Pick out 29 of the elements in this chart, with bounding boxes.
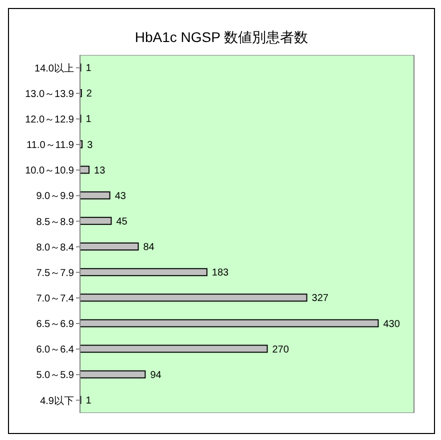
data-label: 327 (312, 293, 329, 304)
data-label: 1 (86, 395, 92, 406)
data-label: 43 (114, 190, 126, 202)
data-label: 94 (150, 370, 162, 381)
y-tick-label: 8.5～8.9 (36, 216, 74, 228)
data-label: 270 (272, 344, 290, 356)
y-tick-label: 10.0～10.9 (25, 166, 74, 177)
data-label: 1 (86, 114, 92, 126)
data-label: 183 (212, 268, 230, 279)
y-tick-label: 14.0以上 (34, 62, 74, 74)
data-label: 430 (383, 318, 400, 330)
data-label: 45 (116, 216, 128, 228)
data-label: 3 (87, 140, 94, 151)
y-tick-label: 8.0～8.4 (36, 242, 74, 254)
y-tick-label: 12.0～12.9 (25, 114, 74, 126)
y-tick-label: 11.0～11.9 (26, 140, 74, 152)
data-label: 1 (86, 63, 92, 74)
y-tick-label: 6.0～6.4 (36, 344, 74, 356)
chart-title: HbA1c NGSP 数値別患者数 (134, 29, 310, 47)
y-tick-label: 4.9以下 (40, 394, 74, 407)
y-tick-label: 7.5～7.9 (36, 268, 74, 279)
data-label: 2 (86, 88, 92, 100)
data-label: 13 (94, 165, 106, 176)
y-tick-label: 6.5～6.9 (36, 319, 74, 330)
y-tick-label: 7.0～7.4 (36, 293, 74, 304)
data-label: 84 (143, 242, 155, 254)
y-tick-label: 13.0～13.9 (25, 88, 74, 100)
y-tick-label: 9.0～9.9 (36, 191, 74, 202)
y-tick-label: 5.0～5.9 (36, 370, 74, 382)
